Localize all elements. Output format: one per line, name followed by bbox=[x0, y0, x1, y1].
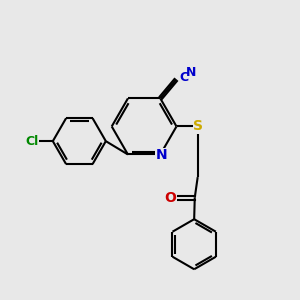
Text: N: N bbox=[186, 66, 196, 79]
Text: N: N bbox=[155, 148, 167, 162]
Text: C: C bbox=[179, 71, 188, 84]
Text: Cl: Cl bbox=[25, 135, 38, 148]
Text: O: O bbox=[164, 191, 176, 205]
Text: S: S bbox=[193, 119, 203, 134]
